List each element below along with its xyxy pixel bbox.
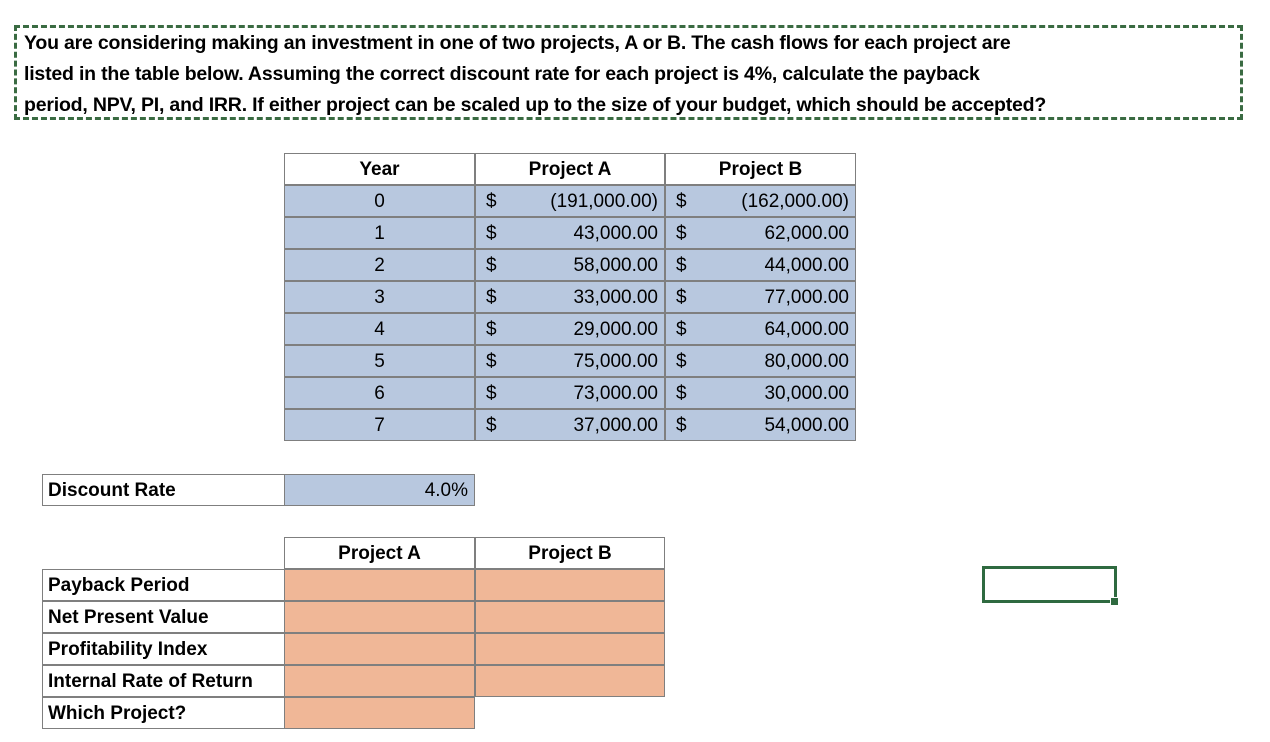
project-a-answer-cell[interactable] — [284, 665, 475, 697]
problem-statement-box: You are considering making an investment… — [14, 25, 1243, 120]
year-cell[interactable]: 5 — [284, 345, 475, 377]
project-b-amount: 62,000.00 — [764, 222, 849, 244]
currency-symbol: $ — [486, 382, 497, 404]
result-label[interactable]: Which Project? — [42, 697, 285, 729]
project-a-amount: (191,000.00) — [550, 190, 658, 212]
project-a-answer-cell[interactable] — [284, 601, 475, 633]
project-b-cashflow-cell[interactable]: $80,000.00 — [665, 345, 856, 377]
project-a-amount: 37,000.00 — [573, 414, 658, 436]
project-a-cashflow-cell[interactable]: $43,000.00 — [475, 217, 665, 249]
result-label[interactable]: Net Present Value — [42, 601, 285, 633]
currency-symbol: $ — [676, 286, 687, 308]
project-a-answer-cell[interactable] — [284, 569, 475, 601]
project-b-answer-cell[interactable] — [475, 633, 665, 665]
project-b-cashflow-cell[interactable]: $77,000.00 — [665, 281, 856, 313]
year-cell[interactable]: 2 — [284, 249, 475, 281]
year-cell[interactable]: 3 — [284, 281, 475, 313]
project-b-cashflow-cell[interactable]: $30,000.00 — [665, 377, 856, 409]
currency-symbol: $ — [676, 318, 687, 340]
project-a-amount: 73,000.00 — [573, 382, 658, 404]
currency-symbol: $ — [486, 190, 497, 212]
result-label[interactable]: Internal Rate of Return — [42, 665, 285, 697]
currency-symbol: $ — [486, 350, 497, 372]
project-a-header[interactable]: Project A — [475, 153, 665, 185]
currency-symbol: $ — [486, 414, 497, 436]
discount-rate-label[interactable]: Discount Rate — [42, 474, 285, 506]
results-project-a-header[interactable]: Project A — [284, 537, 475, 569]
year-cell[interactable]: 4 — [284, 313, 475, 345]
project-a-cashflow-cell[interactable]: $29,000.00 — [475, 313, 665, 345]
project-b-answer-cell[interactable] — [475, 665, 665, 697]
project-a-answer-cell[interactable] — [284, 697, 475, 729]
project-b-answer-cell[interactable] — [475, 569, 665, 601]
project-a-amount: 33,000.00 — [573, 286, 658, 308]
project-a-cashflow-cell[interactable]: $73,000.00 — [475, 377, 665, 409]
year-cell[interactable]: 0 — [284, 185, 475, 217]
problem-line-2: listed in the table below. Assuming the … — [24, 63, 980, 85]
project-a-cashflow-cell[interactable]: $58,000.00 — [475, 249, 665, 281]
project-a-cashflow-cell[interactable]: $ (191,000.00) — [475, 185, 665, 217]
project-b-amount: 64,000.00 — [764, 318, 849, 340]
currency-symbol: $ — [676, 350, 687, 372]
result-label[interactable]: Payback Period — [42, 569, 285, 601]
currency-symbol: $ — [676, 382, 687, 404]
currency-symbol: $ — [676, 254, 687, 276]
project-a-cashflow-cell[interactable]: $75,000.00 — [475, 345, 665, 377]
year-cell[interactable]: 7 — [284, 409, 475, 441]
currency-symbol: $ — [676, 222, 687, 244]
currency-symbol: $ — [486, 318, 497, 340]
currency-symbol: $ — [486, 222, 497, 244]
currency-symbol: $ — [486, 254, 497, 276]
project-b-amount: 54,000.00 — [764, 414, 849, 436]
project-a-amount: 75,000.00 — [573, 350, 658, 372]
currency-symbol: $ — [676, 190, 687, 212]
year-cell[interactable]: 6 — [284, 377, 475, 409]
problem-line-3: period, NPV, PI, and IRR. If either proj… — [24, 94, 1047, 116]
project-b-amount: 77,000.00 — [764, 286, 849, 308]
project-b-cashflow-cell[interactable]: $44,000.00 — [665, 249, 856, 281]
year-header[interactable]: Year — [284, 153, 475, 185]
results-project-b-header[interactable]: Project B — [475, 537, 665, 569]
project-a-amount: 29,000.00 — [573, 318, 658, 340]
year-cell[interactable]: 1 — [284, 217, 475, 249]
result-label[interactable]: Profitability Index — [42, 633, 285, 665]
currency-symbol: $ — [486, 286, 497, 308]
active-cell-selection[interactable] — [982, 566, 1117, 603]
project-b-cashflow-cell[interactable]: $64,000.00 — [665, 313, 856, 345]
project-a-cashflow-cell[interactable]: $33,000.00 — [475, 281, 665, 313]
project-b-amount: 30,000.00 — [764, 382, 849, 404]
project-b-header[interactable]: Project B — [665, 153, 856, 185]
problem-line-1: You are considering making an investment… — [24, 32, 1011, 54]
fill-handle[interactable] — [1110, 597, 1119, 606]
project-b-answer-cell[interactable] — [475, 601, 665, 633]
currency-symbol: $ — [676, 414, 687, 436]
project-b-amount: 80,000.00 — [764, 350, 849, 372]
project-a-cashflow-cell[interactable]: $37,000.00 — [475, 409, 665, 441]
project-b-amount: 44,000.00 — [764, 254, 849, 276]
project-a-answer-cell[interactable] — [284, 633, 475, 665]
project-b-cashflow-cell[interactable]: $ (162,000.00) — [665, 185, 856, 217]
project-b-amount: (162,000.00) — [741, 190, 849, 212]
project-b-cashflow-cell[interactable]: $62,000.00 — [665, 217, 856, 249]
discount-rate-value[interactable]: 4.0% — [284, 474, 475, 506]
project-a-amount: 43,000.00 — [573, 222, 658, 244]
project-b-cashflow-cell[interactable]: $54,000.00 — [665, 409, 856, 441]
project-a-amount: 58,000.00 — [573, 254, 658, 276]
